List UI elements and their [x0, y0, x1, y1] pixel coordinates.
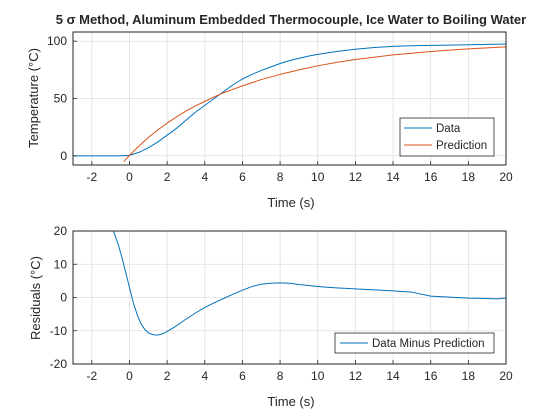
- x-tick-label: 2: [164, 170, 171, 184]
- temperature-legend-box: [399, 117, 495, 157]
- x-tick-label: 8: [277, 369, 284, 383]
- x-tick-label: 10: [311, 369, 325, 383]
- temperature-axes: -2 0 2 4 6 8 10 12 14 16 18 20 0 50 100 Time (s) Temp…: [26, 31, 513, 210]
- x-tick-label: 12: [349, 369, 363, 383]
- y-tick-label: 50: [54, 92, 68, 106]
- residuals-legend-box: [334, 332, 495, 354]
- x-tick-label: 18: [462, 170, 476, 184]
- y-tick-label: 0: [60, 149, 67, 163]
- series-line-data-minus-prediction: [113, 230, 507, 336]
- x-tick-label: 4: [201, 170, 208, 184]
- x-tick-label: 2: [164, 369, 171, 383]
- chart-title: 5 σ Method, Aluminum Embedded Thermocoup…: [56, 12, 526, 27]
- x-tick-label: 10: [311, 170, 325, 184]
- y-tick-label: -20: [50, 357, 68, 371]
- residuals-series-group: [113, 230, 507, 336]
- residuals-x-ticks: -2 0 2 4 6 8 10 12 14 16 18 20: [86, 360, 513, 383]
- x-tick-label: 4: [201, 369, 208, 383]
- temperature-x-ticks: -2 0 2 4 6 8 10 12 14 16 18 20: [86, 161, 513, 184]
- x-tick-label: 16: [424, 369, 438, 383]
- legend-label-prediction: Prediction: [436, 140, 487, 152]
- x-tick-label: -2: [86, 369, 97, 383]
- x-tick-label: 18: [462, 369, 476, 383]
- temperature-legend: Data Prediction: [399, 117, 495, 157]
- residuals-x-axis-label: Time (s): [267, 394, 314, 409]
- x-tick-label: 16: [424, 170, 438, 184]
- x-tick-label: 6: [239, 170, 246, 184]
- x-tick-label: 14: [386, 170, 400, 184]
- y-tick-label: -10: [50, 324, 68, 338]
- temperature-x-axis-label: Time (s): [267, 195, 314, 210]
- x-tick-label: 20: [499, 170, 513, 184]
- x-tick-label: 12: [349, 170, 363, 184]
- legend-label-data: Data: [436, 123, 461, 135]
- x-tick-label: 0: [126, 369, 133, 383]
- y-tick-label: 100: [47, 34, 67, 48]
- temperature-y-axis-label: Temperature (°C): [26, 48, 41, 148]
- residuals-y-axis-label: Residuals (°C): [28, 256, 43, 340]
- x-tick-label: -2: [86, 170, 97, 184]
- legend-label-residuals: Data Minus Prediction: [372, 338, 485, 350]
- series-line-data: [73, 43, 507, 157]
- x-tick-label: 8: [277, 170, 284, 184]
- y-tick-label: 10: [54, 257, 68, 271]
- y-tick-label: 0: [60, 291, 67, 305]
- series-line-prediction: [123, 46, 507, 162]
- temperature-series-group: [73, 43, 507, 162]
- x-tick-label: 20: [499, 369, 513, 383]
- residuals-y-ticks: -20 -10 0 10 20: [50, 224, 77, 371]
- x-tick-label: 14: [386, 369, 400, 383]
- x-tick-label: 6: [239, 369, 246, 383]
- residuals-legend: Data Minus Prediction: [334, 332, 495, 354]
- y-tick-label: 20: [54, 224, 68, 238]
- temperature-y-ticks: 0 50 100: [47, 34, 77, 163]
- x-tick-label: 0: [126, 170, 133, 184]
